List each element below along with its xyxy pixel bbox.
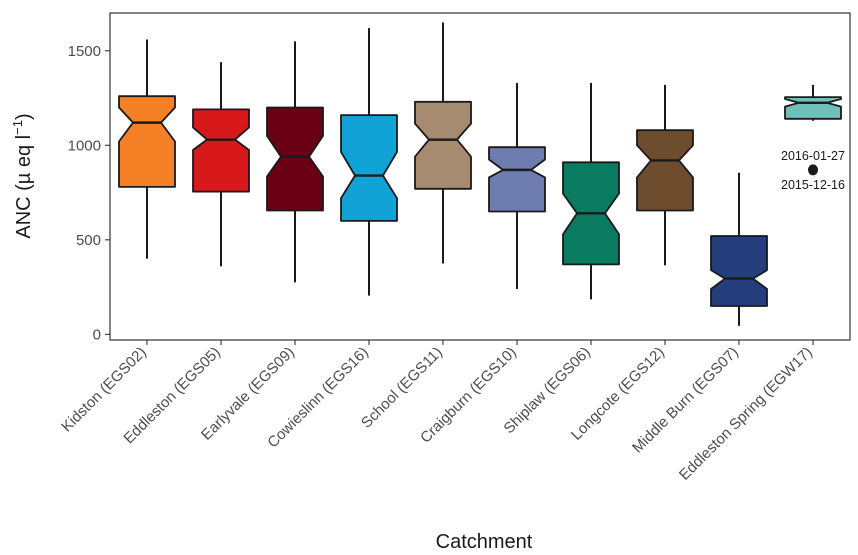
outlier-label: 2016-01-27 xyxy=(781,149,845,163)
box-body xyxy=(488,146,546,213)
box-body xyxy=(784,96,842,120)
panel-border xyxy=(109,12,851,341)
box-6 xyxy=(488,82,546,289)
x-axis-title: Catchment xyxy=(436,531,533,553)
box-body xyxy=(118,95,176,188)
box-body xyxy=(414,100,472,190)
y-axis: 0 500 1000 1500 xyxy=(68,43,110,343)
box-9 xyxy=(710,172,768,326)
box-4 xyxy=(340,28,398,296)
box-10: 2016-01-27 2015-12-16 xyxy=(781,84,845,192)
box-5 xyxy=(414,22,472,264)
x-tick-label: Eddleston Spring (EGW17) xyxy=(676,344,816,484)
box-plots: 2016-01-27 2015-12-16 xyxy=(118,22,845,326)
box-body xyxy=(340,114,398,222)
x-axis: Kidston (EGS02)Eddleston (EGS05)Earlyval… xyxy=(58,340,816,484)
box-7 xyxy=(562,82,620,300)
y-tick-label: 500 xyxy=(76,232,101,249)
box-2 xyxy=(192,62,250,267)
box-8 xyxy=(636,84,694,266)
box-body xyxy=(636,129,694,212)
outlier-point xyxy=(808,164,818,176)
outlier-label: 2015-12-16 xyxy=(781,178,845,192)
box-body xyxy=(192,108,250,193)
y-axis-title: ANC (µ eq l−1) xyxy=(10,113,35,238)
box-body xyxy=(266,106,324,212)
y-tick-label: 1000 xyxy=(68,137,101,154)
box-1 xyxy=(118,39,176,259)
box-body xyxy=(710,235,768,307)
box-3 xyxy=(266,41,324,283)
y-tick-label: 1500 xyxy=(68,43,101,60)
y-tick-label: 0 xyxy=(93,326,101,343)
